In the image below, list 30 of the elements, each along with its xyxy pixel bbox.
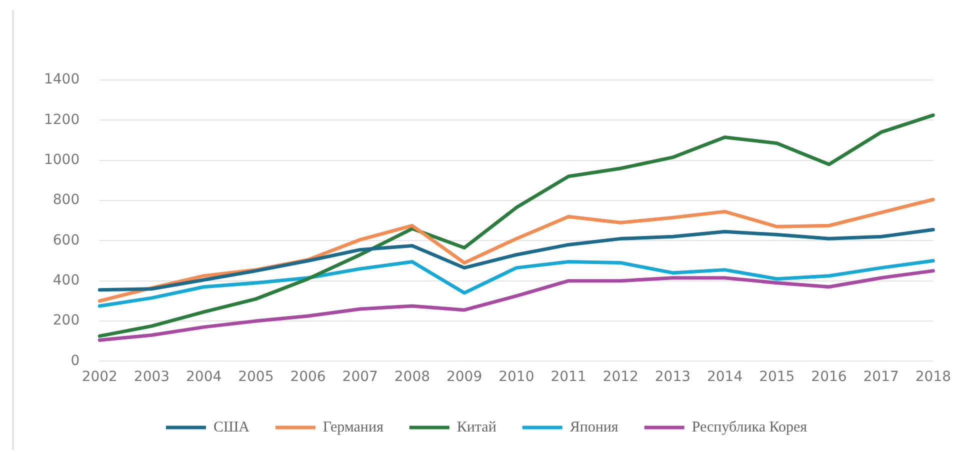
y-tick-label: 0 — [70, 352, 80, 369]
x-tick-label: 2002 — [82, 369, 118, 386]
x-tick-label: 2004 — [186, 369, 222, 386]
y-tick-label: 1400 — [44, 72, 80, 88]
x-tick-label: 2017 — [863, 369, 899, 386]
x-tick-label: 2007 — [342, 369, 378, 386]
x-tick-label: 2011 — [550, 369, 586, 386]
legend-label: Китай — [456, 419, 496, 436]
x-tick-label: 2012 — [602, 369, 638, 386]
y-tick-label: 200 — [52, 312, 80, 329]
x-tick-label: 2018 — [915, 369, 952, 386]
y-tick-label: 400 — [52, 272, 80, 288]
x-tick-label: 2015 — [759, 369, 795, 386]
x-tick-label: 2009 — [446, 369, 482, 386]
legend-label: Япония — [570, 419, 618, 436]
x-tick-label: 2010 — [498, 369, 534, 386]
y-tick-label: 1200 — [44, 112, 80, 128]
y-tick-label: 600 — [52, 232, 80, 248]
x-tick-label: 2014 — [706, 369, 743, 386]
y-tick-label: 1000 — [44, 152, 80, 168]
legend-label: Германия — [322, 419, 384, 436]
x-tick-label: 2016 — [811, 369, 847, 386]
legend-label: Республика Корея — [692, 419, 808, 436]
x-tick-label: 2005 — [238, 369, 274, 386]
legend-label: США — [213, 419, 250, 436]
x-tick-label: 2003 — [134, 369, 170, 386]
y-tick-label: 800 — [52, 192, 80, 208]
x-tick-label: 2013 — [654, 369, 691, 386]
x-tick-label: 2008 — [394, 369, 430, 386]
x-tick-label: 2006 — [290, 369, 326, 386]
